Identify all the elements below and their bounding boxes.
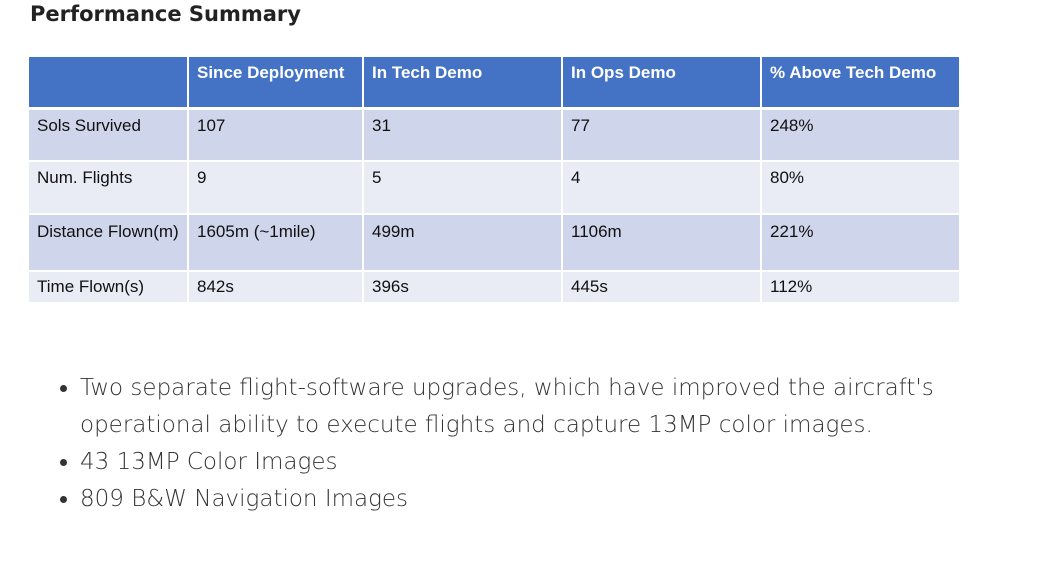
row-label: Distance Flown(m) xyxy=(29,214,189,272)
table-cell: 5 xyxy=(363,161,563,215)
list-item: 43 13MP Color Images xyxy=(80,444,940,481)
table-row: Distance Flown(m) 1605m (~1mile) 499m 11… xyxy=(29,214,959,272)
list-item: 809 B&W Navigation Images xyxy=(80,481,940,518)
row-label: Num. Flights xyxy=(29,161,189,215)
table-cell: 1106m xyxy=(562,214,762,272)
table-cell: 1605m (~1mile) xyxy=(188,214,364,272)
table-cell: 221% xyxy=(761,214,959,272)
performance-table: Since Deployment In Tech Demo In Ops Dem… xyxy=(29,57,959,304)
table-cell: 499m xyxy=(363,214,563,272)
header-cell-empty xyxy=(29,57,189,110)
header-in-ops-demo: In Ops Demo xyxy=(562,57,762,110)
header-in-tech-demo: In Tech Demo xyxy=(363,57,563,110)
page-title: Performance Summary xyxy=(30,2,301,26)
table-cell: 31 xyxy=(363,108,563,162)
table-row: Sols Survived 107 31 77 248% xyxy=(29,108,959,162)
header-percent-above-tech-demo: % Above Tech Demo xyxy=(761,57,959,110)
table-cell: 80% xyxy=(761,161,959,215)
header-since-deployment: Since Deployment xyxy=(188,57,364,110)
row-label: Time Flown(s) xyxy=(29,271,189,304)
table-cell: 248% xyxy=(761,108,959,162)
table-row: Time Flown(s) 842s 396s 445s 112% xyxy=(29,271,959,304)
table-row: Num. Flights 9 5 4 80% xyxy=(29,161,959,215)
table-cell: 112% xyxy=(761,271,959,304)
table-cell: 842s xyxy=(188,271,364,304)
table-cell: 107 xyxy=(188,108,364,162)
table-cell: 4 xyxy=(562,161,762,215)
table-cell: 396s xyxy=(363,271,563,304)
table-cell: 77 xyxy=(562,108,762,162)
row-label: Sols Survived xyxy=(29,108,189,162)
summary-bullet-list: Two separate flight-software upgrades, w… xyxy=(52,370,940,518)
table-cell: 445s xyxy=(562,271,762,304)
list-item: Two separate flight-software upgrades, w… xyxy=(80,370,940,444)
table-header-row: Since Deployment In Tech Demo In Ops Dem… xyxy=(29,57,959,110)
table-cell: 9 xyxy=(188,161,364,215)
